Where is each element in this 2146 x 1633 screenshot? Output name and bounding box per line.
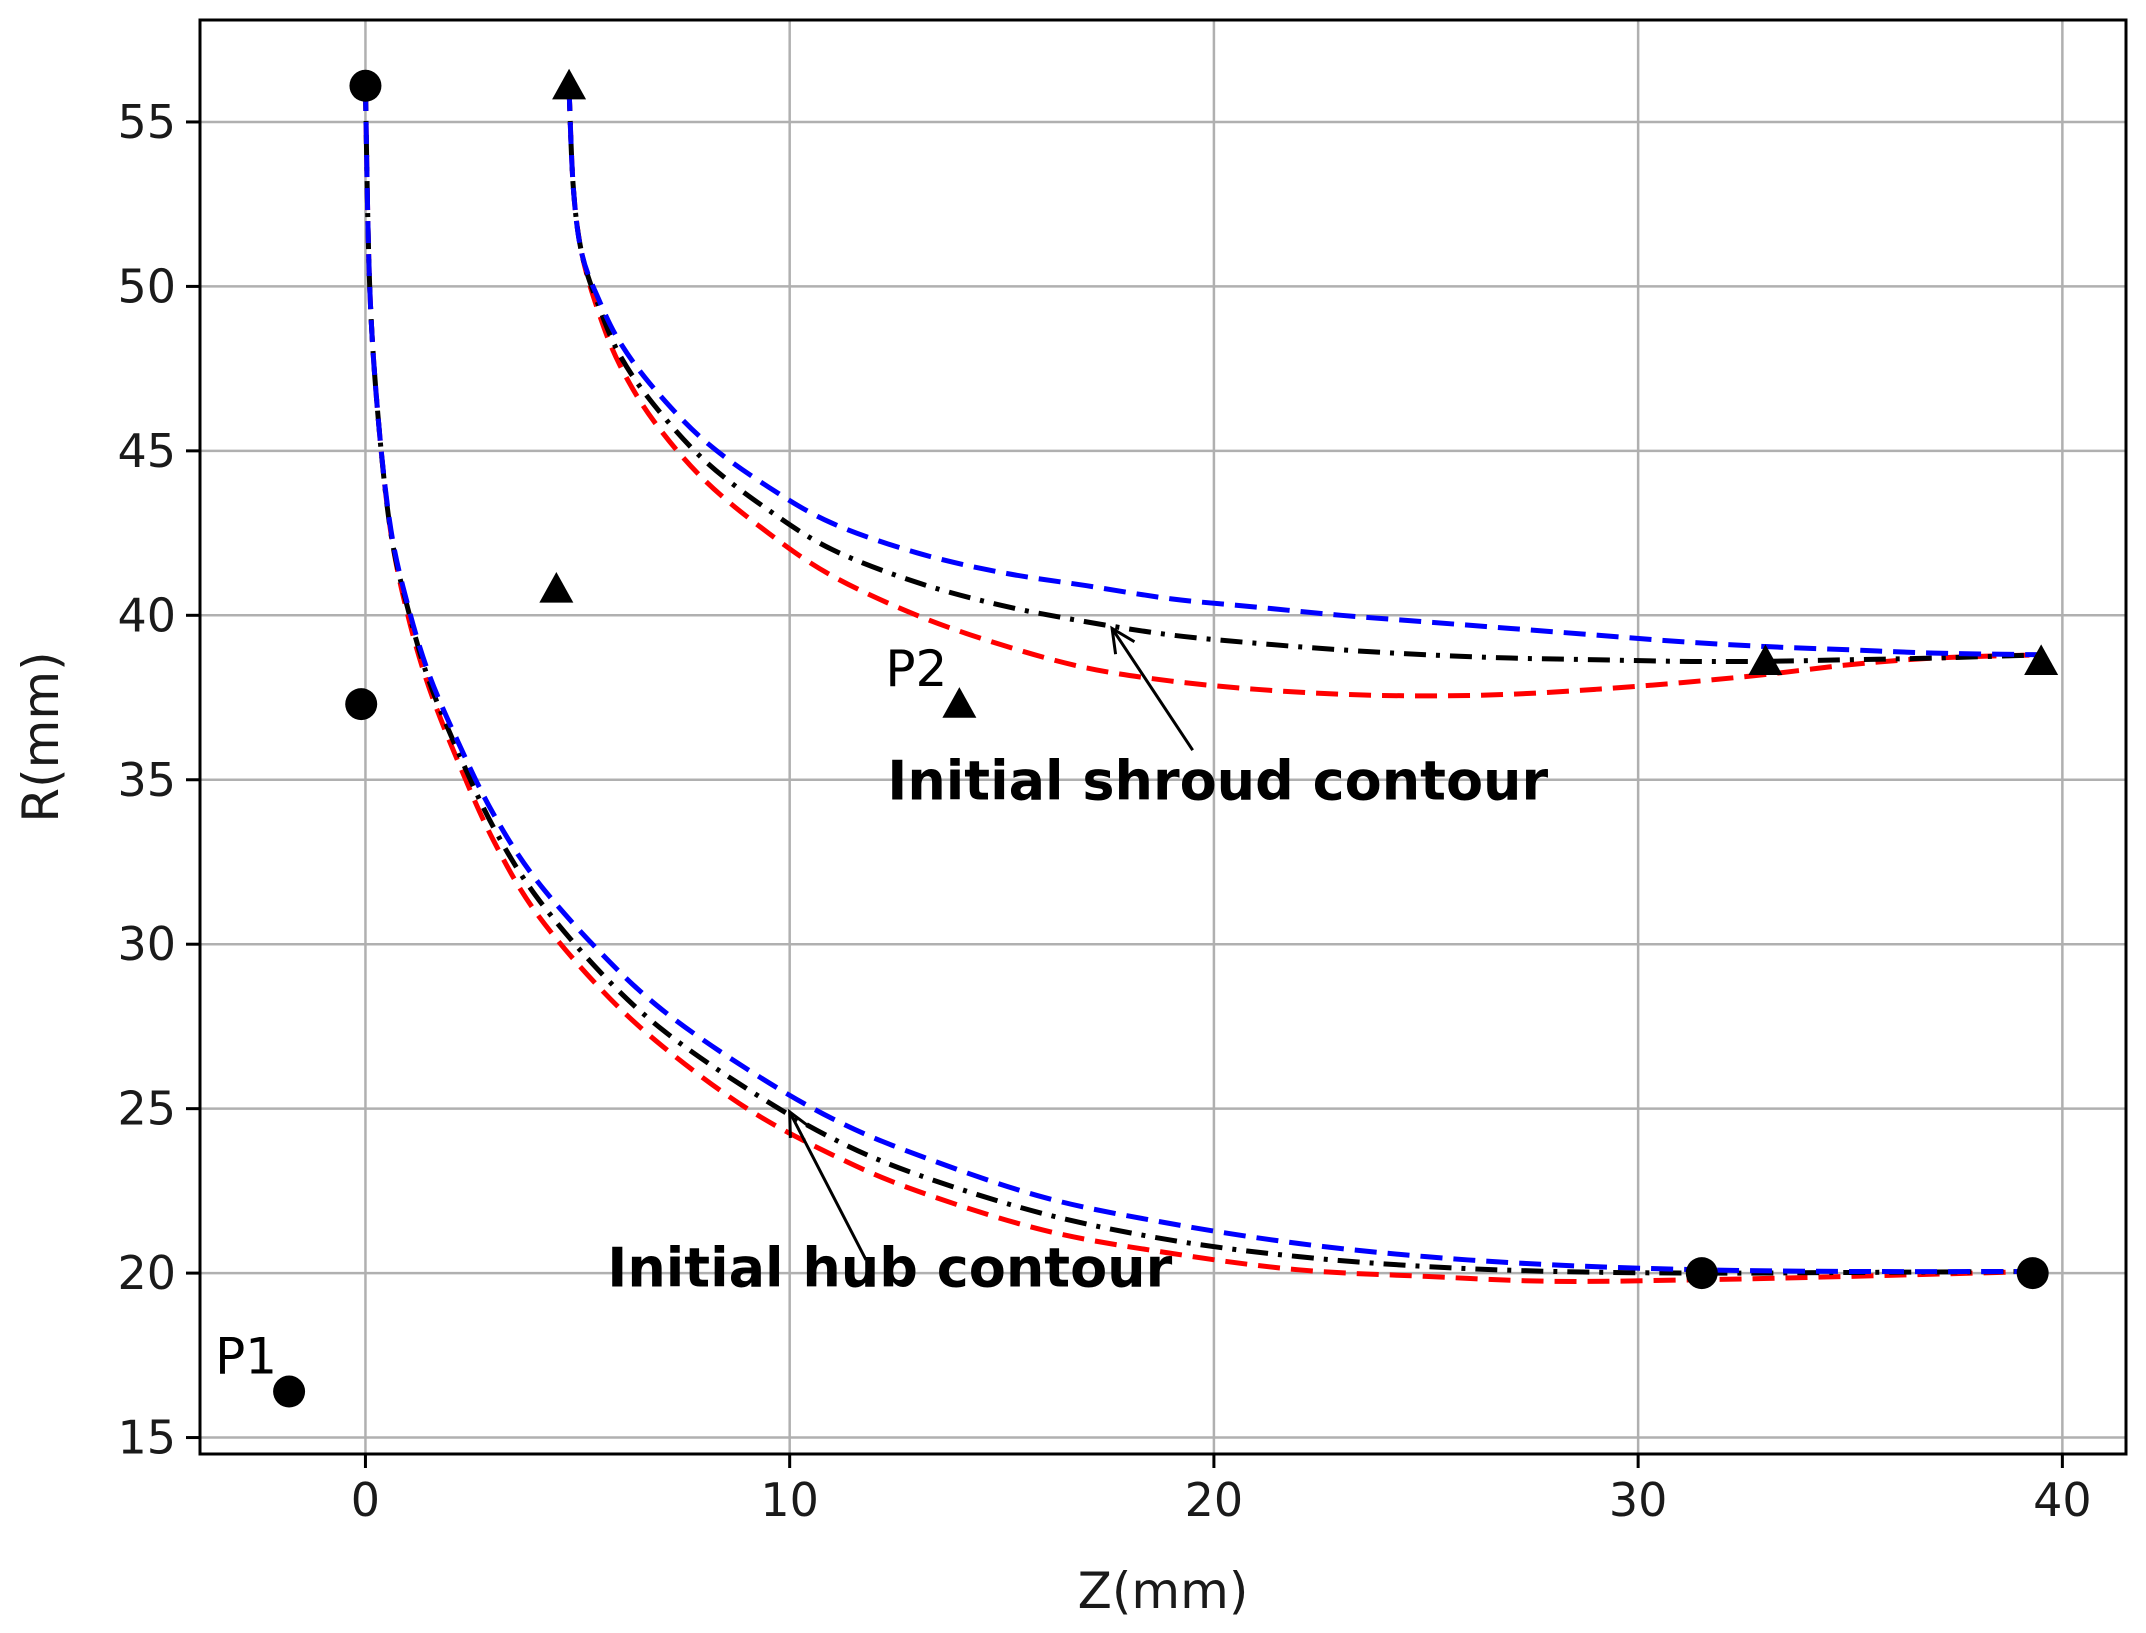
y-tick-label: 25 bbox=[117, 1082, 176, 1136]
annotation-arrow-head bbox=[1110, 625, 1136, 655]
point-label: P1 bbox=[215, 1328, 277, 1386]
point-label: P2 bbox=[885, 640, 947, 698]
x-tick-label: 40 bbox=[2033, 1473, 2092, 1527]
hub-control-point bbox=[2016, 1257, 2049, 1290]
y-tick-label: 40 bbox=[117, 588, 176, 642]
series-line-1 bbox=[362, 89, 2033, 1276]
axis-ticks: 0 10 20 30 40 15 20 25 30 35 40 45 50 55 bbox=[117, 95, 2091, 1527]
x-axis-label: Z(mm) bbox=[1078, 1562, 1249, 1620]
shroud-control-point bbox=[552, 68, 587, 100]
hub-control-point bbox=[273, 1375, 306, 1408]
shroud-control-point bbox=[539, 571, 574, 603]
control-points bbox=[273, 68, 2059, 1408]
y-axis-label: R(mm) bbox=[12, 651, 70, 822]
shroud-control-point bbox=[2024, 644, 2059, 675]
hub-control-point bbox=[345, 688, 378, 721]
plot-frame bbox=[198, 18, 2128, 1456]
annotation-arrow-head bbox=[788, 1108, 812, 1138]
shroud-control-point bbox=[1748, 644, 1783, 675]
series-line-4 bbox=[566, 88, 2042, 665]
series-line-0 bbox=[362, 89, 2033, 1284]
annotation-arrow-shaft bbox=[788, 1111, 868, 1261]
series-line-2 bbox=[362, 89, 2033, 1275]
series-lines bbox=[362, 88, 2042, 1284]
x-tick-label: 20 bbox=[1185, 1473, 1244, 1527]
y-tick-label: 15 bbox=[117, 1411, 176, 1465]
grid bbox=[200, 20, 2126, 1454]
annotations: P1 P2 Initial shroud contour Initial hub co… bbox=[215, 625, 1548, 1386]
annotation-arrow-shaft bbox=[1110, 627, 1194, 751]
x-tick-label: 30 bbox=[1609, 1473, 1668, 1527]
shroud-control-point bbox=[942, 687, 977, 718]
y-tick-label: 35 bbox=[117, 753, 176, 807]
hub-control-point bbox=[1685, 1257, 1718, 1290]
y-tick-label: 55 bbox=[117, 95, 176, 149]
annotation-text: Initial hub contour bbox=[607, 1236, 1172, 1299]
x-tick-label: 10 bbox=[760, 1473, 819, 1527]
annotation-text: Initial shroud contour bbox=[887, 749, 1548, 812]
y-tick-label: 50 bbox=[117, 259, 176, 313]
series-line-5 bbox=[566, 88, 2042, 658]
y-tick-label: 30 bbox=[117, 917, 176, 971]
y-tick-label: 20 bbox=[117, 1246, 176, 1300]
hub-control-point bbox=[349, 69, 382, 102]
x-tick-label: 0 bbox=[351, 1473, 380, 1527]
y-tick-label: 45 bbox=[117, 424, 176, 478]
series-line-3 bbox=[566, 88, 2042, 699]
